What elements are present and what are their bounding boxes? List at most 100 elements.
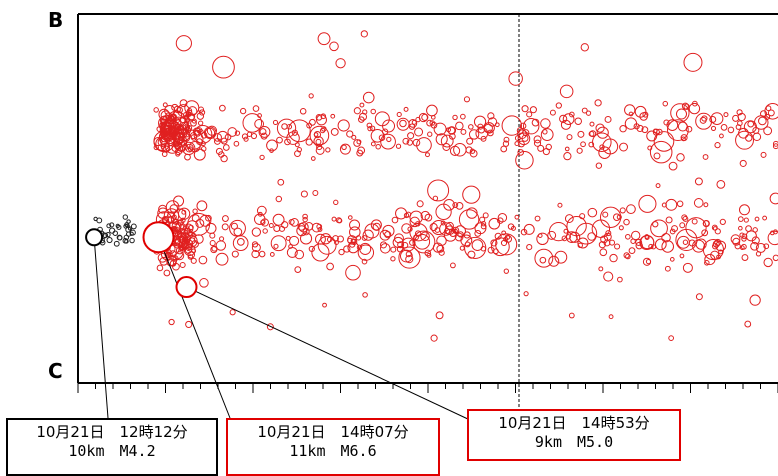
aftershock-point: [588, 130, 595, 137]
aftershock-point: [715, 240, 727, 252]
prior-event-point: [122, 214, 128, 220]
aftershock-point: [315, 114, 327, 126]
aftershock-point: [251, 227, 262, 237]
aftershock-point: [566, 134, 573, 141]
aftershock-point: [251, 243, 261, 253]
aftershock-point: [369, 125, 376, 131]
aftershock-point: [405, 251, 412, 258]
aftershock-point: [763, 243, 770, 250]
highlighted-events: [85, 221, 198, 299]
aftershock-point: [215, 252, 229, 266]
aftershock-point: [192, 208, 198, 214]
aftershock-point: [564, 214, 574, 223]
aftershock-point: [765, 105, 772, 112]
callout-aftershock-detail: 9km M5.0: [534, 433, 614, 451]
aftershock-point: [683, 52, 703, 72]
aftershock-point: [230, 222, 238, 230]
aftershock-point: [180, 116, 187, 124]
aftershock-point: [608, 314, 614, 320]
aftershock-point: [495, 233, 518, 256]
aftershock-point: [653, 152, 661, 160]
aftershock-point: [193, 124, 213, 144]
aftershock-point: [221, 223, 229, 231]
aftershock-point: [536, 232, 549, 246]
aftershock-point: [693, 198, 704, 208]
prior-event-point: [123, 234, 130, 241]
prior-event-point: [106, 236, 113, 244]
aftershock-point: [457, 231, 464, 238]
aftershock-point: [767, 109, 775, 117]
aftershock-point: [335, 58, 346, 69]
aftershock-point: [268, 222, 274, 228]
aftershock-point: [646, 130, 658, 142]
aftershock-point: [416, 200, 424, 208]
aftershock-point: [712, 240, 720, 248]
prior-event-point: [109, 222, 115, 228]
aftershock-point: [289, 235, 300, 246]
aftershock-point: [333, 199, 339, 206]
aftershock-point: [574, 117, 582, 125]
aftershock-point: [212, 55, 235, 79]
aftershock-point: [720, 124, 728, 131]
aftershock-point: [626, 204, 636, 215]
aftershock-point: [300, 190, 308, 198]
aftershock-point: [517, 132, 531, 146]
aftershock-point: [285, 235, 291, 241]
aftershock-point: [732, 237, 741, 246]
aftershock-point: [405, 255, 414, 264]
aftershock-point: [555, 102, 562, 109]
aftershock-point: [172, 218, 178, 225]
aftershock-point: [178, 223, 185, 230]
aftershock-point: [747, 120, 755, 128]
aftershock-point: [429, 222, 438, 232]
aftershock-point: [504, 235, 513, 243]
aftershock-point: [153, 107, 159, 113]
aftershock-point: [361, 258, 368, 265]
aftershock-point: [322, 302, 327, 308]
aftershock-point: [743, 120, 757, 134]
aftershock-point: [465, 146, 473, 154]
aftershock-point: [288, 244, 293, 249]
aftershock-point: [174, 148, 183, 156]
aftershock-point: [430, 115, 436, 120]
aftershock-point: [297, 222, 306, 231]
aftershock-point: [266, 139, 278, 152]
aftershock-point: [617, 276, 623, 283]
aftershock-point: [642, 257, 652, 266]
prior-event-point: [129, 237, 135, 244]
aftershock-point: [317, 235, 337, 255]
aftershock-point: [537, 233, 543, 238]
aftershock-point: [739, 159, 747, 167]
aftershock-point: [180, 217, 186, 223]
prior-event-point: [125, 226, 132, 233]
aftershock-point: [745, 225, 752, 232]
aftershock-point: [252, 105, 260, 112]
aftershock-point: [163, 208, 180, 224]
aftershock-point: [510, 225, 516, 231]
aftershock-point: [497, 217, 504, 224]
aftershock-point: [215, 147, 223, 155]
aftershock-point: [367, 125, 373, 132]
aftershock-point: [669, 228, 676, 235]
aftershock-point: [587, 207, 598, 218]
aftershock-point: [395, 207, 408, 220]
aftershock-point: [156, 264, 164, 272]
aftershock-point: [681, 214, 688, 221]
aftershock-point: [676, 153, 685, 162]
aftershock-point: [540, 128, 554, 141]
aftershock-point: [390, 256, 396, 262]
aftershock-point: [490, 239, 498, 247]
aftershock-point: [662, 100, 669, 107]
aftershock-point: [290, 218, 299, 227]
aftershock-point: [370, 219, 382, 231]
aftershock-point: [599, 248, 608, 257]
callout-foreshock: 10月21日 12時12分 10km M4.2: [6, 418, 218, 476]
aftershock-point: [299, 107, 307, 115]
aftershock-point: [185, 143, 194, 153]
aftershock-point: [200, 146, 207, 152]
aftershock-point: [395, 143, 402, 149]
aftershock-point: [259, 128, 267, 136]
aftershock-point: [198, 109, 206, 116]
aftershock-point: [702, 154, 709, 160]
aftershock-point: [273, 224, 281, 233]
